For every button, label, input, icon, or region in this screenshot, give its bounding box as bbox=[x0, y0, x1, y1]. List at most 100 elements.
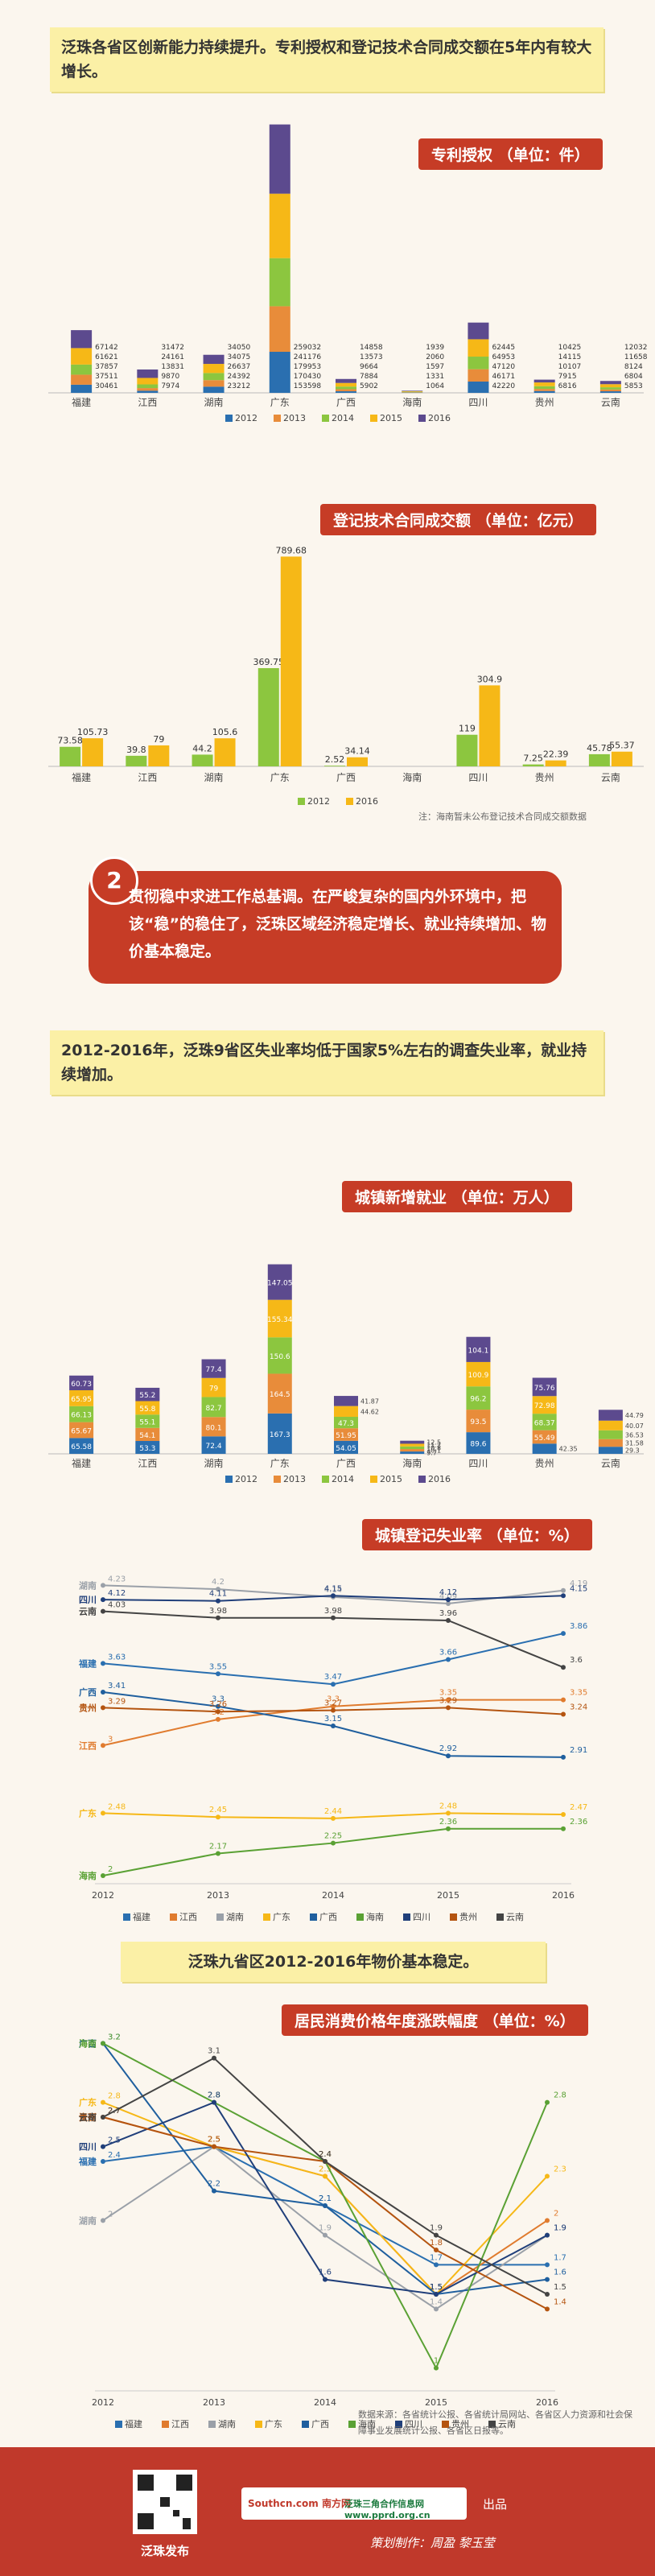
bar-segment bbox=[267, 1299, 292, 1338]
data-point bbox=[561, 1711, 566, 1717]
data-label: 2.8 bbox=[208, 2091, 220, 2100]
legend-label: 海南 bbox=[366, 1911, 384, 1922]
data-label: 369.75 bbox=[253, 657, 285, 667]
data-label: 3.66 bbox=[439, 1649, 457, 1657]
series-start-label: 云南 bbox=[79, 2112, 97, 2123]
data-label: 51.95 bbox=[336, 1432, 356, 1440]
bar-segment bbox=[69, 1390, 94, 1406]
data-point bbox=[212, 2055, 216, 2061]
data-label: 1.5 bbox=[430, 2283, 443, 2292]
series-start-label: 福建 bbox=[78, 1657, 97, 1669]
legend-swatch bbox=[418, 415, 426, 422]
data-label: 3.55 bbox=[209, 1662, 227, 1671]
data-label: 3.26 bbox=[209, 1700, 227, 1709]
series-start-label: 四川 bbox=[79, 2142, 97, 2153]
bar-segment bbox=[402, 391, 423, 393]
data-label: 89.6 bbox=[470, 1441, 486, 1449]
data-label: 62445 bbox=[492, 344, 515, 352]
data-label: 79 bbox=[153, 734, 164, 745]
bar-segment bbox=[69, 1422, 94, 1439]
data-label: 1939 bbox=[426, 344, 444, 352]
data-point bbox=[434, 2365, 439, 2371]
data-point bbox=[561, 1697, 566, 1703]
data-label: 2.5 bbox=[208, 2136, 220, 2145]
data-point bbox=[434, 2232, 439, 2238]
bar-segment bbox=[468, 381, 489, 393]
data-point bbox=[212, 2144, 216, 2149]
bar-segment bbox=[599, 389, 621, 392]
data-point bbox=[446, 1810, 451, 1816]
data-label: 1331 bbox=[426, 373, 444, 381]
data-label: 2.5 bbox=[208, 2136, 220, 2145]
bar-segment bbox=[201, 1417, 226, 1437]
bar bbox=[456, 734, 478, 766]
data-point bbox=[561, 1665, 566, 1670]
legend-swatch bbox=[302, 2421, 309, 2428]
bar-segment bbox=[269, 193, 290, 258]
data-label: 4.09 bbox=[439, 1592, 457, 1601]
data-label: 41.87 bbox=[360, 1397, 379, 1405]
bar-segment bbox=[135, 1441, 160, 1454]
category-label: 广东 bbox=[270, 772, 290, 783]
data-label: 3.3 bbox=[327, 1695, 340, 1704]
data-point bbox=[545, 2277, 550, 2282]
series-start-label: 广西 bbox=[79, 1686, 97, 1698]
bar bbox=[148, 745, 170, 766]
bar-segment bbox=[267, 1337, 292, 1374]
bar-segment bbox=[468, 339, 489, 357]
data-label: 100.9 bbox=[468, 1372, 489, 1380]
data-point bbox=[323, 2277, 328, 2282]
data-label: 3.2 bbox=[108, 2033, 121, 2041]
data-label: 67142 bbox=[95, 344, 118, 352]
bar-segment bbox=[135, 1401, 160, 1415]
bar-segment bbox=[137, 378, 159, 385]
data-label: 2.8 bbox=[108, 2092, 121, 2101]
bar-segment bbox=[201, 1377, 226, 1397]
data-point bbox=[331, 1724, 336, 1728]
category-label: 广西 bbox=[336, 397, 356, 408]
legend-label: 广西 bbox=[319, 1912, 337, 1922]
data-label: 4.2 bbox=[212, 1578, 225, 1587]
category-label: 福建 bbox=[72, 1457, 91, 1469]
data-point bbox=[561, 1754, 566, 1760]
data-point bbox=[216, 1814, 220, 1820]
category-label: 广西 bbox=[336, 1458, 356, 1469]
data-label: 61621 bbox=[95, 353, 118, 361]
data-label: 3.98 bbox=[209, 1607, 227, 1616]
legend-swatch bbox=[274, 415, 281, 422]
data-label: 1.7 bbox=[554, 2253, 566, 2262]
data-point bbox=[561, 1826, 566, 1831]
data-label: 1.9 bbox=[554, 2224, 566, 2233]
data-label: 4.14 bbox=[324, 1586, 342, 1595]
data-label: 3.29 bbox=[108, 1697, 126, 1706]
category-label: 湖南 bbox=[204, 1457, 224, 1469]
legend-label: 福建 bbox=[133, 1911, 150, 1922]
data-label: 77.4 bbox=[206, 1366, 222, 1374]
data-label: 167.3 bbox=[270, 1431, 290, 1439]
data-label: 4.11 bbox=[209, 1590, 227, 1599]
legend-label: 云南 bbox=[498, 2419, 516, 2429]
data-label: 1.4 bbox=[430, 2297, 443, 2306]
bar-segment bbox=[269, 352, 290, 393]
data-label: 2.47 bbox=[570, 1803, 587, 1812]
category-label: 海南 bbox=[402, 396, 422, 408]
bar-segment bbox=[533, 382, 555, 386]
legend-swatch bbox=[274, 1476, 281, 1483]
qr-code-icon[interactable] bbox=[133, 2470, 197, 2534]
data-label: 65.95 bbox=[71, 1396, 92, 1404]
data-label: 2.17 bbox=[209, 1843, 227, 1852]
data-label: 3.29 bbox=[439, 1696, 457, 1705]
data-point bbox=[101, 1689, 105, 1695]
bar-segment bbox=[201, 1359, 226, 1378]
data-point bbox=[216, 1851, 220, 1856]
bar-segment bbox=[402, 390, 423, 391]
legend-label: 2016 bbox=[356, 796, 378, 807]
bar-segment bbox=[71, 364, 93, 375]
bar-segment bbox=[400, 1440, 425, 1444]
data-label: 105.6 bbox=[212, 727, 238, 737]
bar-segment bbox=[334, 1396, 358, 1406]
employment-chart: 65.58 65.67 66.13 65.95 60.73 福建 53.3 54.1 55.1 5… bbox=[48, 1264, 644, 1484]
bar-segment bbox=[135, 1387, 160, 1402]
bar-segment bbox=[69, 1406, 94, 1422]
